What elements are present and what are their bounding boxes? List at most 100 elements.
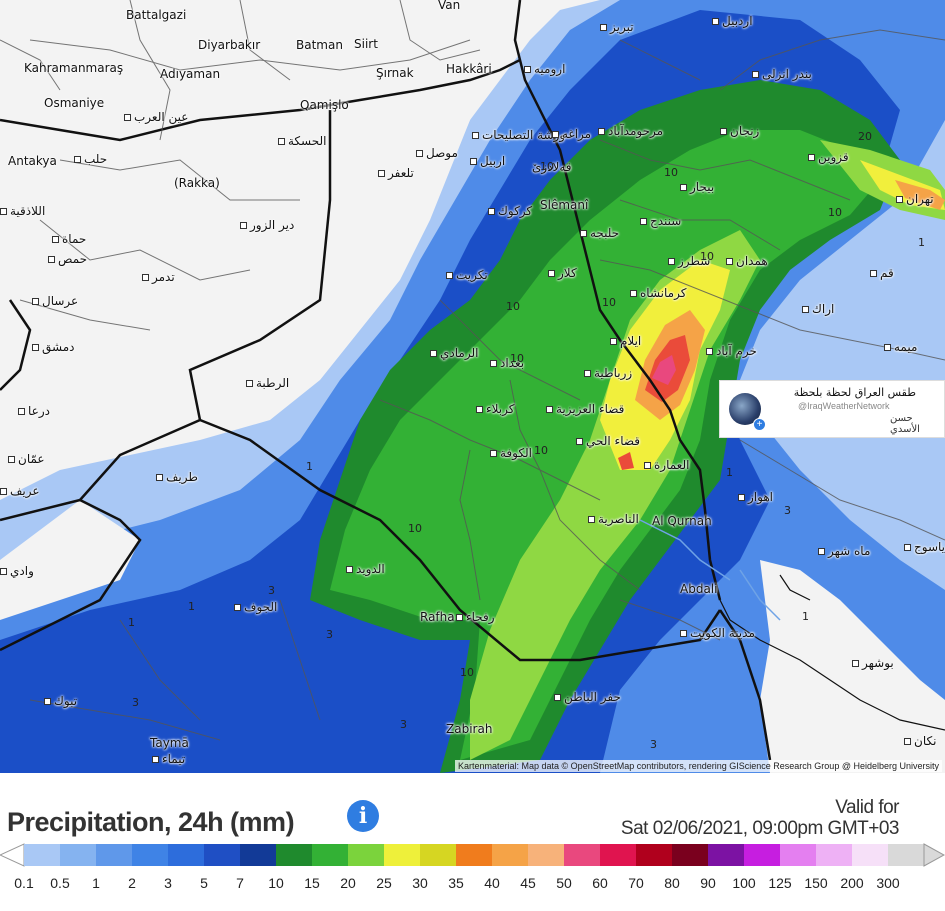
scale-swatch — [384, 844, 421, 866]
place-dot — [640, 218, 647, 225]
place-label: تهران — [896, 192, 934, 206]
place-dot — [884, 344, 891, 351]
place-dot — [142, 274, 149, 281]
place-dot — [680, 184, 687, 191]
scale-tick-label: 300 — [876, 875, 900, 891]
place-label: تيماء — [152, 752, 185, 766]
place-dot — [580, 230, 587, 237]
place-label: خرم آباد — [706, 344, 757, 358]
scale-tick-label: 80 — [664, 875, 680, 891]
place-label: حمص — [48, 252, 87, 266]
scale-swatch — [240, 844, 277, 866]
precipitation-map[interactable]: Battalgazi Van تبريز اردبيل Diyarbakır B… — [0, 0, 945, 773]
place-label: الدويد — [346, 562, 385, 576]
precip-zone-pink — [652, 355, 676, 385]
place-label: كرمانشاه — [630, 286, 686, 300]
place-label: الرمادي — [430, 346, 478, 360]
scale-swatch — [24, 844, 61, 866]
place-label: الجوف — [234, 600, 277, 614]
scale-tick-label: 60 — [592, 875, 608, 891]
place-dot — [0, 488, 7, 495]
place-dot — [546, 406, 553, 413]
place-label: بندر انزلی — [752, 67, 812, 81]
scale-tick-label: 25 — [376, 875, 392, 891]
place-dot — [152, 756, 159, 763]
map-attribution[interactable]: Kartenmaterial: Map data © OpenStreetMap… — [455, 760, 942, 772]
isoline-label: 10 — [506, 300, 520, 313]
scale-tick-label: 20 — [340, 875, 356, 891]
place-label: Siirt — [354, 37, 378, 51]
place-label: عمّان — [8, 452, 45, 466]
color-scale — [0, 843, 945, 867]
place-label: Kahramanmaraş — [24, 61, 124, 75]
place-label: وادي — [0, 564, 34, 578]
isoline-label: 3 — [784, 504, 791, 517]
scale-swatch — [60, 844, 97, 866]
isoline-label: 10 — [408, 522, 422, 535]
place-label: Al Qurnah — [652, 514, 712, 528]
place-label: تلعفر — [378, 166, 414, 180]
country-borders — [0, 0, 772, 761]
legend-title: Precipitation, 24h (mm) — [7, 807, 295, 837]
place-label: سنندج — [640, 214, 681, 228]
scale-tick-label: 150 — [804, 875, 828, 891]
place-label: تبريز — [600, 20, 634, 34]
place-dot — [490, 360, 497, 367]
place-label: مراغه — [552, 127, 591, 141]
isoline-label: 10 — [510, 352, 524, 365]
place-dot — [156, 474, 163, 481]
place-dot — [74, 156, 81, 163]
place-dot — [52, 236, 59, 243]
info-icon[interactable]: i — [347, 800, 379, 832]
scale-swatch — [852, 844, 889, 866]
place-dot — [32, 298, 39, 305]
place-dot — [278, 138, 285, 145]
place-label: طريف — [156, 470, 198, 484]
precip-zone-orange-north — [895, 180, 945, 210]
scale-swatch — [780, 844, 817, 866]
place-label: العمارة — [644, 458, 689, 472]
place-dot — [430, 350, 437, 357]
place-label: حماة — [52, 232, 86, 246]
place-label: شطرز — [668, 254, 710, 268]
scale-tick-label: 3 — [164, 875, 172, 891]
isoline-label: 10 — [700, 250, 714, 263]
clear-zone-southwest — [0, 500, 140, 620]
scale-swatch — [708, 844, 745, 866]
place-dot — [752, 71, 759, 78]
place-dot — [470, 158, 477, 165]
isoline-label: 20 — [858, 130, 872, 143]
place-dot — [552, 131, 559, 138]
place-dot — [456, 614, 463, 621]
scale-swatch — [564, 844, 601, 866]
place-label: بيجار — [680, 180, 714, 194]
place-dot — [0, 208, 7, 215]
isoline-label: 10 — [664, 166, 678, 179]
isoline-label: 10 — [534, 444, 548, 457]
scale-swatch — [276, 844, 313, 866]
place-dot — [610, 338, 617, 345]
place-label: عين العرب — [124, 110, 188, 124]
place-dot — [446, 272, 453, 279]
place-label: مدينة الكويت — [680, 626, 755, 640]
place-label: Qamişlo — [300, 98, 349, 112]
place-label: Slêmanî — [540, 198, 589, 212]
place-dot — [644, 462, 651, 469]
isoline-label: 1 — [128, 616, 135, 629]
scale-arrow-low — [0, 843, 25, 867]
place-label: الحسكة — [278, 134, 327, 148]
place-label: قضاء العزيزية — [546, 402, 624, 416]
scale-tick-label: 0.1 — [14, 875, 34, 891]
place-dot — [44, 698, 51, 705]
scale-tick-label: 1 — [92, 875, 100, 891]
scale-tick-label: 15 — [304, 875, 320, 891]
precip-zone-red-south — [618, 452, 634, 470]
place-dot — [48, 256, 55, 263]
place-label: مرحومدآباد — [598, 124, 663, 138]
place-label: ورشة التصليحات — [472, 128, 565, 142]
place-dot — [472, 132, 479, 139]
isoline-label: 1 — [918, 236, 925, 249]
isoline-label: 1 — [188, 600, 195, 613]
watermark-signature: حسن الأسدي — [890, 413, 920, 435]
place-label: عرسال — [32, 294, 78, 308]
